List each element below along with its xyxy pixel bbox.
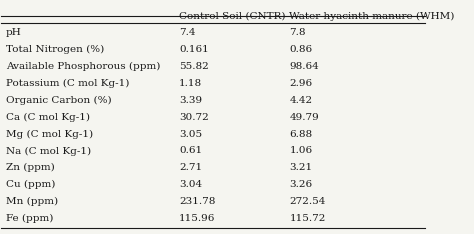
Text: Organic Carbon (%): Organic Carbon (%) xyxy=(6,96,111,105)
Text: 0.161: 0.161 xyxy=(179,45,209,54)
Text: 0.86: 0.86 xyxy=(289,45,312,54)
Text: 6.88: 6.88 xyxy=(289,130,312,139)
Text: 3.39: 3.39 xyxy=(179,96,202,105)
Text: 3.04: 3.04 xyxy=(179,180,202,189)
Text: 7.4: 7.4 xyxy=(179,29,196,37)
Text: Potassium (C mol Kg-1): Potassium (C mol Kg-1) xyxy=(6,79,129,88)
Text: 4.42: 4.42 xyxy=(289,96,312,105)
Text: 115.72: 115.72 xyxy=(289,214,326,223)
Text: 30.72: 30.72 xyxy=(179,113,209,122)
Text: Available Phosphorous (ppm): Available Phosphorous (ppm) xyxy=(6,62,160,71)
Text: 115.96: 115.96 xyxy=(179,214,216,223)
Text: Mg (C mol Kg-1): Mg (C mol Kg-1) xyxy=(6,130,93,139)
Text: 3.21: 3.21 xyxy=(289,163,312,172)
Text: 2.96: 2.96 xyxy=(289,79,312,88)
Text: Cu (ppm): Cu (ppm) xyxy=(6,180,55,189)
Text: Mn (ppm): Mn (ppm) xyxy=(6,197,58,206)
Text: 55.82: 55.82 xyxy=(179,62,209,71)
Text: 3.05: 3.05 xyxy=(179,130,202,139)
Text: 231.78: 231.78 xyxy=(179,197,216,206)
Text: Na (C mol Kg-1): Na (C mol Kg-1) xyxy=(6,146,91,156)
Text: Ca (C mol Kg-1): Ca (C mol Kg-1) xyxy=(6,113,90,122)
Text: Total Nitrogen (%): Total Nitrogen (%) xyxy=(6,45,104,54)
Text: 272.54: 272.54 xyxy=(289,197,326,206)
Text: 1.18: 1.18 xyxy=(179,79,202,88)
Text: 1.06: 1.06 xyxy=(289,146,312,155)
Text: Control Soil (CNTR): Control Soil (CNTR) xyxy=(179,12,286,21)
Text: 2.71: 2.71 xyxy=(179,163,202,172)
Text: pH: pH xyxy=(6,29,21,37)
Text: 3.26: 3.26 xyxy=(289,180,312,189)
Text: Fe (ppm): Fe (ppm) xyxy=(6,214,53,223)
Text: 49.79: 49.79 xyxy=(289,113,319,122)
Text: Water hyacinth manure (WHM): Water hyacinth manure (WHM) xyxy=(289,12,455,21)
Text: 0.61: 0.61 xyxy=(179,146,202,155)
Text: Zn (ppm): Zn (ppm) xyxy=(6,163,55,172)
Text: 98.64: 98.64 xyxy=(289,62,319,71)
Text: 7.8: 7.8 xyxy=(289,29,306,37)
